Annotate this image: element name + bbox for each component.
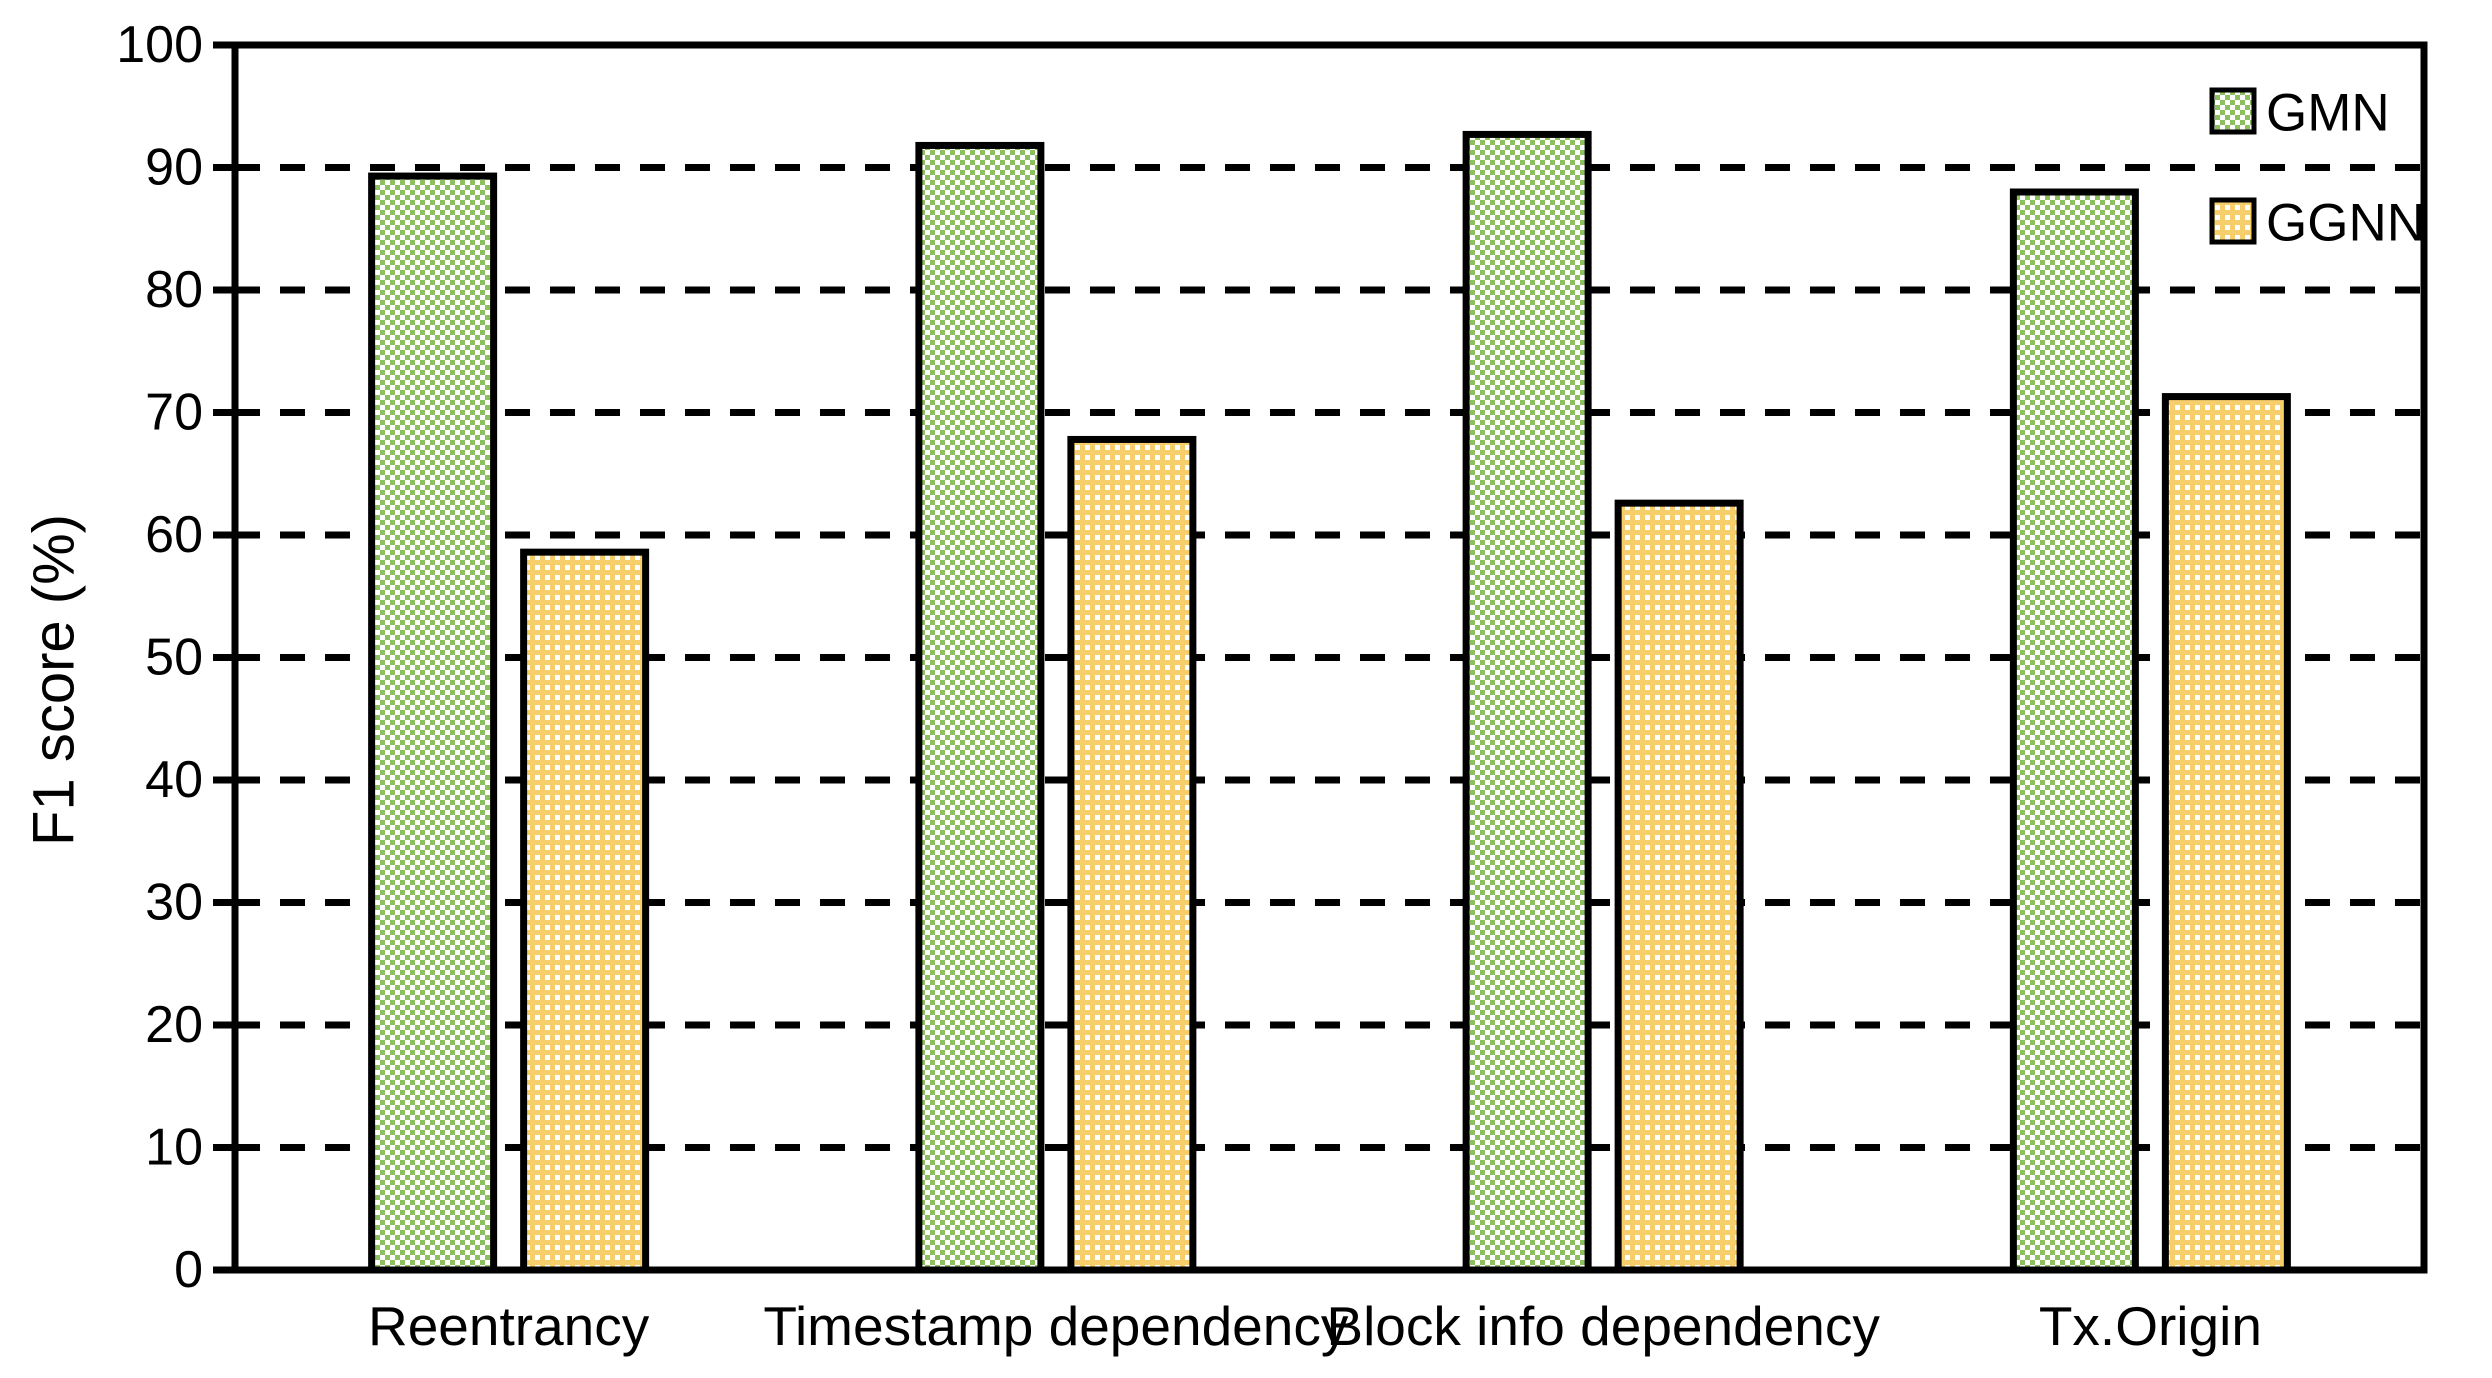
category-label-timestamp-dependency: Timestamp dependency — [763, 1295, 1348, 1357]
bar-ggnn-reentrancy — [520, 548, 650, 1274]
bars — [368, 130, 2291, 1274]
y-tick-label-90: 90 — [145, 139, 203, 197]
y-tick-label-100: 100 — [116, 16, 203, 74]
y-tick-label-0: 0 — [174, 1241, 203, 1299]
y-tick-label-70: 70 — [145, 384, 203, 442]
y-tick-label-30: 30 — [145, 874, 203, 932]
bar-gmn-timestamp-dependency — [915, 141, 1045, 1274]
bar-gmn-reentrancy — [368, 172, 498, 1274]
y-axis-ticks — [213, 41, 235, 1274]
bar-ggnn-tx-origin — [2161, 393, 2291, 1274]
y-tick-label-50: 50 — [145, 629, 203, 687]
bar-gmn-tx-origin — [2009, 188, 2139, 1274]
bar-ggnn-timestamp-dependency — [1067, 435, 1197, 1274]
y-tick-label-40: 40 — [145, 751, 203, 809]
legend-swatch-gmn — [2209, 87, 2257, 135]
category-label-reentrancy: Reentrancy — [368, 1295, 650, 1357]
legend-swatch-ggnn — [2209, 197, 2257, 245]
y-tick-label-80: 80 — [145, 261, 203, 319]
legend-entry-ggnn: GGNN — [2209, 194, 2425, 253]
legend-label-ggnn: GGNN — [2266, 194, 2425, 253]
legend: GMN GGNN — [2209, 84, 2425, 253]
category-label-block-info-dependency: Block info dependency — [1326, 1295, 1880, 1357]
y-tick-labels: 0 10 20 30 40 50 60 70 80 90 100 — [116, 16, 203, 1299]
legend-label-gmn: GMN — [2266, 84, 2390, 143]
legend-entry-gmn: GMN — [2209, 84, 2390, 143]
y-tick-label-60: 60 — [145, 506, 203, 564]
bar-gmn-block-info-dependency — [1462, 130, 1592, 1274]
y-axis-title: F1 score (%) — [22, 514, 87, 846]
y-tick-label-20: 20 — [145, 996, 203, 1054]
bar-ggnn-block-info-dependency — [1614, 499, 1744, 1274]
y-tick-label-10: 10 — [145, 1119, 203, 1177]
category-label-tx-origin: Tx.Origin — [2039, 1295, 2262, 1357]
